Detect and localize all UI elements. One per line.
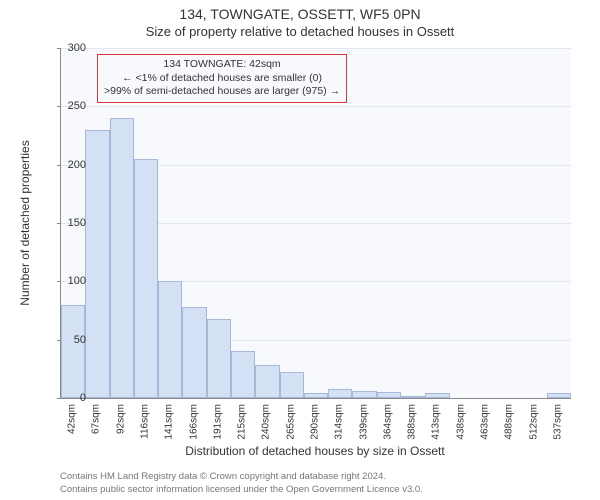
xtick-label: 388sqm — [407, 404, 418, 440]
histogram-bar — [328, 389, 352, 398]
xtick-label: 413sqm — [431, 404, 442, 440]
footer-attribution: Contains HM Land Registry data © Crown c… — [60, 471, 570, 496]
xtick-label: 240sqm — [261, 404, 272, 440]
histogram-bar — [304, 393, 328, 398]
histogram-bar — [352, 391, 376, 398]
xtick-label: 339sqm — [358, 404, 369, 440]
xtick-label: 364sqm — [382, 404, 393, 440]
histogram-bar — [255, 365, 279, 398]
xtick-label: 290sqm — [310, 404, 321, 440]
histogram-bar — [547, 393, 571, 398]
xtick-label: 116sqm — [140, 404, 151, 439]
ytick-label: 0 — [46, 392, 86, 404]
chart-title: 134, TOWNGATE, OSSETT, WF5 0PN — [0, 6, 600, 22]
ytick-label: 300 — [46, 42, 86, 54]
gridline — [61, 106, 571, 107]
xtick-label: 191sqm — [212, 404, 223, 440]
xtick-label: 92sqm — [115, 404, 126, 434]
xtick-label: 166sqm — [188, 404, 199, 440]
histogram-bar — [280, 372, 304, 398]
xtick-label: 488sqm — [504, 404, 515, 440]
chart-subtitle: Size of property relative to detached ho… — [0, 24, 600, 39]
xtick-label: 265sqm — [285, 404, 296, 440]
xtick-label: 215sqm — [237, 404, 248, 440]
footer-line-2: Contains public sector information licen… — [60, 484, 570, 496]
y-axis-label: Number of detached properties — [18, 48, 32, 398]
ytick-label: 200 — [46, 159, 86, 171]
annotation-line: ← <1% of detached houses are smaller (0) — [104, 72, 340, 86]
gridline — [61, 48, 571, 49]
xtick-label: 314sqm — [334, 404, 345, 440]
histogram-bar — [85, 130, 109, 398]
xtick-label: 141sqm — [164, 404, 175, 440]
footer-line-1: Contains HM Land Registry data © Crown c… — [60, 471, 570, 483]
chart-container: { "chart": { "type": "histogram", "title… — [0, 0, 600, 500]
histogram-bar — [182, 307, 206, 398]
histogram-bar — [207, 319, 231, 398]
histogram-bar — [425, 393, 449, 398]
annotation-box: 134 TOWNGATE: 42sqm← <1% of detached hou… — [97, 54, 347, 103]
xtick-label: 512sqm — [528, 404, 539, 440]
annotation-line: >99% of semi-detached houses are larger … — [104, 85, 340, 99]
ytick-label: 150 — [46, 217, 86, 229]
ytick-label: 50 — [46, 334, 86, 346]
xtick-label: 42sqm — [67, 404, 78, 434]
ytick-label: 100 — [46, 275, 86, 287]
xtick-label: 67sqm — [91, 404, 102, 434]
histogram-bar — [158, 281, 182, 398]
histogram-bar — [134, 159, 158, 398]
xtick-label: 463sqm — [480, 404, 491, 440]
histogram-bar — [231, 351, 255, 398]
xtick-label: 537sqm — [552, 404, 563, 440]
plot-area: 134 TOWNGATE: 42sqm← <1% of detached hou… — [60, 48, 571, 399]
histogram-bar — [110, 118, 134, 398]
histogram-bar — [61, 305, 85, 398]
ytick-label: 250 — [46, 100, 86, 112]
annotation-line: 134 TOWNGATE: 42sqm — [104, 58, 340, 72]
xtick-label: 438sqm — [455, 404, 466, 440]
histogram-bar — [377, 392, 401, 398]
x-axis-label: Distribution of detached houses by size … — [60, 444, 570, 458]
histogram-bar — [401, 396, 425, 398]
